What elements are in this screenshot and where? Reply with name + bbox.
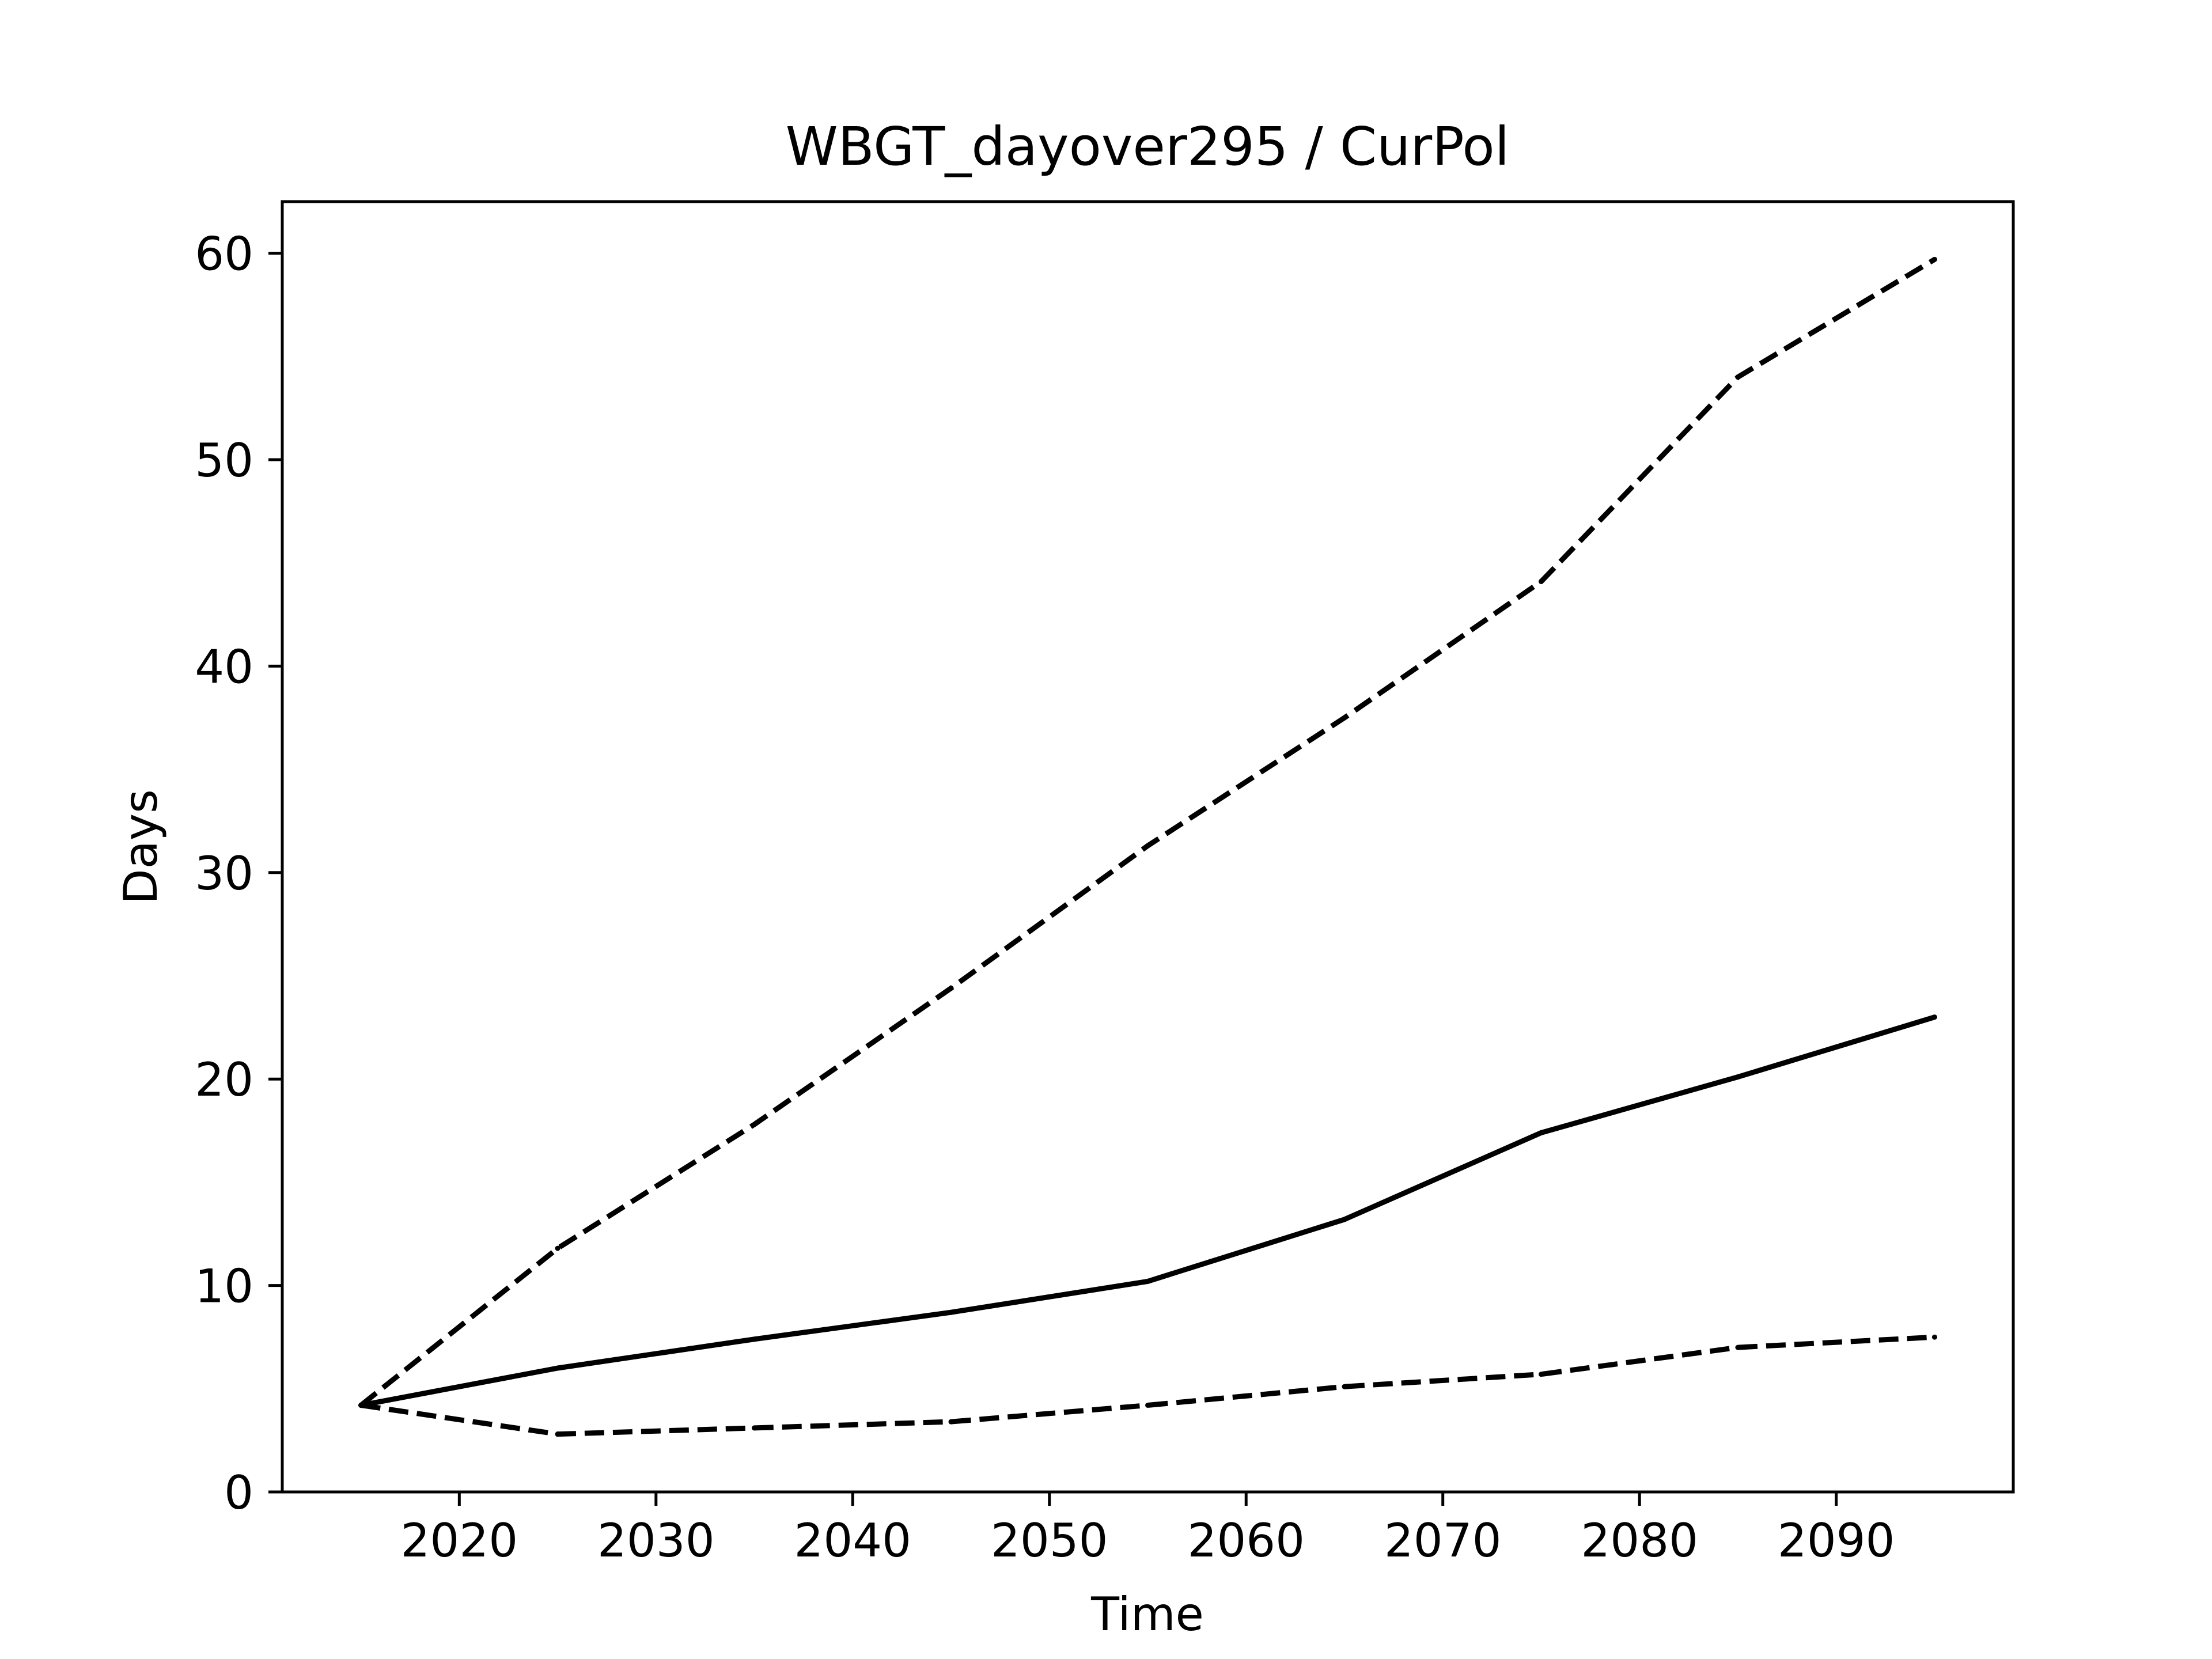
series-2-point — [1145, 1278, 1150, 1284]
series-line-3-dashed — [360, 1334, 1935, 1437]
chart-title: WBGT_dayover295 / CurPol — [786, 116, 1510, 177]
x-axis-label: Time — [1090, 1588, 1204, 1641]
y-tick-label: 20 — [195, 1053, 253, 1107]
x-tick-label: 2030 — [597, 1514, 715, 1567]
series-3-point — [948, 1419, 954, 1425]
x-tick-label: 2020 — [401, 1514, 518, 1567]
series-2-point — [1342, 1217, 1347, 1222]
axes-layer: 2020 2030 2040 2050 2060 2070 2080 209001020304… — [195, 228, 1895, 1567]
series-2-point — [1538, 1130, 1544, 1135]
series-3-point — [1342, 1384, 1347, 1389]
series-3-point — [1931, 1334, 1937, 1340]
y-tick-label: 60 — [195, 228, 253, 281]
series-1-point — [1931, 256, 1937, 262]
plot-area-frame — [281, 200, 2015, 1494]
y-tick-label: 10 — [195, 1260, 253, 1313]
series-1-point — [1538, 578, 1544, 584]
series-1-point — [948, 986, 954, 991]
series-2-point — [1931, 1014, 1937, 1020]
series-1-point — [1735, 374, 1741, 380]
series-2-point — [555, 1365, 560, 1371]
series-2-point — [1735, 1074, 1741, 1080]
y-tick-label: 50 — [195, 434, 253, 487]
series-2-point — [948, 1309, 954, 1315]
series-layer — [358, 256, 1937, 1437]
x-tick-label: 2080 — [1581, 1514, 1698, 1567]
y-tick-label: 0 — [224, 1466, 253, 1520]
y-tick-label: 30 — [195, 847, 253, 900]
x-tick-label: 2040 — [794, 1514, 911, 1567]
series-1-point — [1342, 715, 1347, 721]
x-tick-label: 2060 — [1187, 1514, 1305, 1567]
x-tick-label: 2050 — [991, 1514, 1108, 1567]
x-tick-label: 2090 — [1778, 1514, 1895, 1567]
series-1-point — [555, 1245, 560, 1251]
series-2-point — [752, 1336, 757, 1342]
series-3-point — [1735, 1344, 1741, 1350]
series-3-point — [1145, 1402, 1150, 1408]
series-3-point — [752, 1425, 757, 1431]
series-3-point — [555, 1431, 560, 1437]
series-1-point — [1145, 843, 1150, 849]
x-tick-label: 2070 — [1384, 1514, 1502, 1567]
y-tick-label: 40 — [195, 640, 253, 694]
y-axis-label: Days — [114, 789, 168, 904]
series-1-point — [752, 1122, 757, 1127]
series-3-point — [358, 1402, 364, 1408]
series-3-point — [1538, 1372, 1544, 1377]
